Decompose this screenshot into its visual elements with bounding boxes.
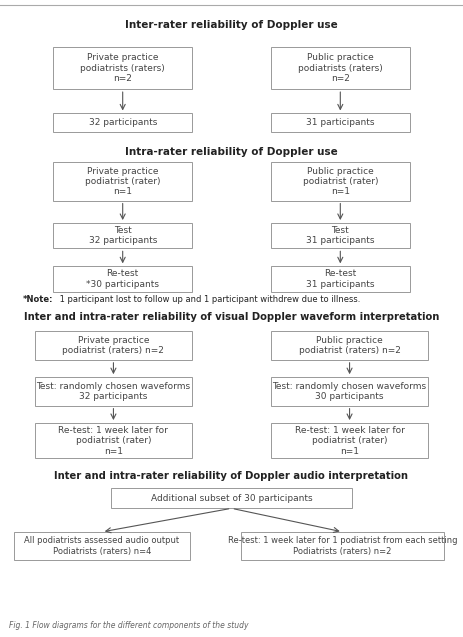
Text: Private practice
podiatrists (raters)
n=2: Private practice podiatrists (raters) n=… [80, 54, 165, 83]
Text: Inter-rater reliability of Doppler use: Inter-rater reliability of Doppler use [125, 20, 338, 31]
FancyBboxPatch shape [35, 331, 192, 359]
FancyBboxPatch shape [271, 47, 410, 89]
Text: Public practice
podiatrists (raters)
n=2: Public practice podiatrists (raters) n=2 [298, 54, 383, 83]
Text: Inter and intra-rater reliability of Doppler audio interpretation: Inter and intra-rater reliability of Dop… [55, 471, 408, 481]
Text: Private practice
podiatrist (rater)
n=1: Private practice podiatrist (rater) n=1 [85, 167, 161, 196]
FancyBboxPatch shape [241, 532, 444, 560]
Text: Re-test
*30 participants: Re-test *30 participants [86, 269, 159, 289]
Text: 31 participants: 31 participants [306, 118, 375, 127]
Text: All podiatrists assessed audio output
Podiatrists (raters) n=4: All podiatrists assessed audio output Po… [24, 536, 180, 555]
Text: 1 participant lost to follow up and 1 participant withdrew due to illness.: 1 participant lost to follow up and 1 pa… [57, 295, 360, 304]
Text: Re-test: 1 week later for
podiatrist (rater)
n=1: Re-test: 1 week later for podiatrist (ra… [294, 426, 405, 455]
Text: Public practice
podiatrist (raters) n=2: Public practice podiatrist (raters) n=2 [299, 336, 400, 355]
FancyBboxPatch shape [271, 331, 428, 359]
FancyBboxPatch shape [271, 113, 410, 132]
FancyBboxPatch shape [14, 532, 190, 560]
Text: 32 participants: 32 participants [88, 118, 157, 127]
Text: Test
32 participants: Test 32 participants [88, 226, 157, 245]
Text: Inter and intra-rater reliability of visual Doppler waveform interpretation: Inter and intra-rater reliability of vis… [24, 312, 439, 322]
FancyBboxPatch shape [53, 266, 192, 292]
Text: Intra-rater reliability of Doppler use: Intra-rater reliability of Doppler use [125, 147, 338, 157]
FancyBboxPatch shape [53, 113, 192, 132]
Text: *Note:: *Note: [23, 295, 54, 304]
Text: Test
31 participants: Test 31 participants [306, 226, 375, 245]
FancyBboxPatch shape [271, 377, 428, 406]
FancyBboxPatch shape [35, 424, 192, 459]
Text: Public practice
podiatrist (rater)
n=1: Public practice podiatrist (rater) n=1 [302, 167, 378, 196]
Text: Fig. 1 Flow diagrams for the different components of the study: Fig. 1 Flow diagrams for the different c… [9, 621, 249, 630]
FancyBboxPatch shape [271, 162, 410, 201]
FancyBboxPatch shape [35, 377, 192, 406]
FancyBboxPatch shape [271, 424, 428, 459]
Text: Test: randomly chosen waveforms
32 participants: Test: randomly chosen waveforms 32 parti… [37, 382, 190, 401]
FancyBboxPatch shape [53, 162, 192, 201]
Text: Re-test
31 participants: Re-test 31 participants [306, 269, 375, 289]
FancyBboxPatch shape [53, 223, 192, 248]
FancyBboxPatch shape [111, 488, 352, 508]
FancyBboxPatch shape [271, 266, 410, 292]
FancyBboxPatch shape [53, 47, 192, 89]
Text: Additional subset of 30 participants: Additional subset of 30 participants [150, 494, 313, 503]
Text: Re-test: 1 week later for
podiatrist (rater)
n=1: Re-test: 1 week later for podiatrist (ra… [58, 426, 169, 455]
Text: Test: randomly chosen waveforms
30 participants: Test: randomly chosen waveforms 30 parti… [273, 382, 426, 401]
Text: Private practice
podiatrist (raters) n=2: Private practice podiatrist (raters) n=2 [63, 336, 164, 355]
FancyBboxPatch shape [271, 223, 410, 248]
Text: Re-test: 1 week later for 1 podiatrist from each setting
Podiatrists (raters) n=: Re-test: 1 week later for 1 podiatrist f… [228, 536, 457, 555]
